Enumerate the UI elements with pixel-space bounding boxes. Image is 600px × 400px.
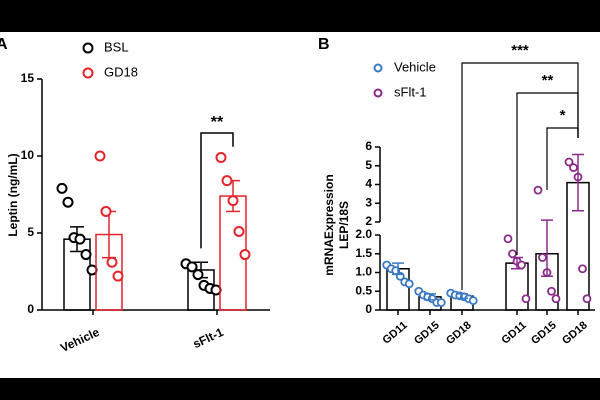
bar (505, 262, 529, 311)
data-point (517, 260, 526, 270)
data-point (404, 279, 414, 289)
y-tick-label: 3 (365, 195, 372, 209)
legend-marker (82, 67, 94, 79)
data-point (578, 264, 587, 274)
y-tick-label: 6 (365, 139, 372, 153)
significance-label: *** (511, 42, 529, 59)
y-tick-label: 5 (27, 225, 34, 239)
data-point (564, 157, 574, 167)
data-point (239, 249, 251, 261)
significance-bracket (200, 132, 234, 249)
x-tick-label: sFlt-1 (191, 325, 226, 351)
significance-label: * (560, 107, 566, 124)
y-axis-label: Leptin (ng/mL) (6, 153, 20, 236)
legend-label: Vehicle (394, 59, 436, 74)
bottom-band (0, 378, 600, 400)
y-tick-label: 4 (365, 177, 372, 191)
panel-label: B (318, 36, 330, 53)
data-point (80, 249, 92, 261)
x-tick-label: GD11 (500, 319, 529, 346)
data-point (210, 284, 222, 296)
data-point (86, 264, 98, 276)
legend-marker (82, 42, 94, 54)
y-tick-label: 0 (365, 302, 372, 316)
data-point (436, 298, 446, 307)
data-point (508, 249, 517, 259)
data-point (106, 256, 118, 268)
y-tick-label: 1.5 (355, 246, 372, 260)
y-tick-label: 15 (21, 71, 35, 85)
legend-marker (373, 88, 383, 98)
legend-label: BSL (104, 39, 129, 54)
x-tick-label: GD15 (412, 319, 442, 347)
data-point (56, 182, 68, 194)
data-point (503, 234, 513, 244)
significance-bracket (461, 62, 579, 290)
x-tick-label: Vehicle (58, 325, 102, 355)
data-point (551, 294, 561, 304)
y-tick-label: 1.0 (355, 265, 372, 279)
data-point (533, 185, 543, 195)
y-axis-label: LEP/18S (337, 201, 351, 249)
legend-label: GD18 (104, 64, 138, 79)
data-point (112, 270, 124, 282)
data-point (468, 296, 478, 306)
data-point (569, 163, 578, 173)
data-point (74, 233, 86, 245)
y-tick-label: 2.0 (355, 227, 372, 241)
significance-bracket (546, 127, 579, 190)
data-point (94, 150, 106, 162)
x-tick-label: GD15 (529, 319, 559, 347)
y-tick-label: 5 (365, 158, 372, 172)
data-point (538, 253, 547, 262)
data-point (62, 196, 74, 208)
data-point (521, 294, 531, 304)
data-point (221, 175, 233, 187)
y-tick-label: 10 (21, 148, 35, 162)
data-point (192, 269, 204, 281)
data-point (233, 225, 245, 237)
top-band (0, 0, 600, 32)
y-tick-label: 2 (365, 214, 372, 228)
data-point (582, 294, 592, 304)
y-axis-label: mRNAExpression (322, 174, 336, 275)
y-tick-label: 0 (27, 302, 34, 316)
x-tick-label: GD11 (381, 319, 410, 346)
data-point (547, 286, 556, 296)
x-tick-label: GD18 (444, 319, 474, 347)
data-point (215, 152, 227, 164)
data-point (100, 205, 112, 217)
legend-marker (373, 63, 383, 73)
significance-label: ** (211, 114, 224, 131)
significance-label: ** (542, 72, 554, 89)
panel-label: A (0, 36, 8, 53)
legend-label: sFlt-1 (394, 84, 427, 99)
x-tick-label: GD18 (560, 319, 590, 347)
y-tick-label: 0.5 (355, 283, 372, 297)
data-point (227, 195, 239, 207)
data-point (186, 261, 198, 273)
significance-bracket (516, 92, 579, 255)
